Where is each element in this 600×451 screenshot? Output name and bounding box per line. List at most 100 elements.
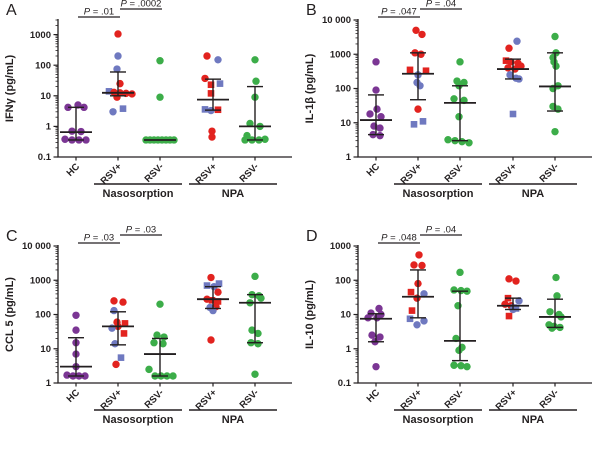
group-points	[145, 300, 177, 380]
p-value-label: P = .0002	[121, 0, 162, 10]
x-tick-label: RSV+	[194, 161, 220, 187]
y-axis-label: IL-10 (pg/mL)	[304, 280, 316, 349]
data-point-circle	[456, 268, 464, 277]
y-tick-label: 10 000	[22, 241, 51, 252]
y-tick-label: 0.1	[338, 378, 352, 389]
y-tick-label: 10	[340, 310, 351, 321]
group-points	[549, 32, 562, 136]
data-point-circle	[214, 288, 222, 296]
data-point-circle	[68, 127, 76, 135]
data-point-circle	[111, 340, 119, 348]
data-point-square	[119, 105, 127, 112]
data-point-circle	[251, 272, 259, 281]
panel-b-chart: 1 10 100 1000 10 000 IL-1β (pg/mL) HC RSV+ RSV- R…	[304, 0, 592, 200]
data-point-circle	[150, 339, 158, 347]
axes	[57, 245, 292, 384]
data-point-circle	[251, 370, 259, 378]
x-tick-label: RSV-	[143, 161, 166, 184]
data-point-circle	[248, 326, 256, 334]
panel-a-chart: 0.1 1 10 100 1000 IFNγ (pg/mL) HC RSV+ RSV- RSV+ R…	[4, 0, 292, 200]
data-point-circle	[457, 361, 465, 370]
x-tick-label: HC	[365, 161, 383, 179]
panel-a-letter: A	[6, 2, 17, 19]
panel-d-chart: 0.1 1 10 100 1000 IL-10 (pg/mL) HC RSV+ RSV- RSV+…	[304, 226, 592, 426]
x-axis: HC RSV+ RSV- RSV+ RSV-	[65, 383, 261, 413]
data-point-circle	[61, 135, 69, 143]
data-point-circle	[81, 372, 89, 380]
y-tick-label: 100	[335, 84, 351, 95]
data-point-circle	[420, 317, 428, 325]
data-point-circle	[372, 86, 380, 94]
x-axis: HC RSV+ RSV- RSV+ RSV-	[65, 157, 261, 187]
data-point-circle	[207, 273, 215, 282]
data-point-circle	[114, 30, 122, 38]
data-point-circle	[156, 57, 164, 65]
y-tick-label: 1	[46, 378, 52, 389]
data-point-circle	[450, 286, 458, 294]
median-iqr-bars	[360, 313, 392, 343]
data-point-circle	[254, 340, 262, 348]
section-label: Nasosorption	[403, 414, 474, 426]
panel-b: B 1 10 100 1000 10 000 IL-1β (pg/mL) HC RSV+ RSV…	[300, 0, 600, 225]
x-tick-label: RSV+	[399, 387, 425, 413]
data-point-circle	[252, 77, 260, 85]
data-point-square	[117, 354, 125, 361]
x-tick-label: RSV-	[538, 161, 561, 184]
group-points	[142, 57, 178, 144]
data-point-square	[509, 110, 517, 118]
x-tick-label: RSV-	[143, 387, 166, 410]
median-iqr-bars	[444, 85, 476, 142]
x-tick-label: RSV+	[99, 161, 125, 187]
data-point-circle	[169, 372, 177, 380]
data-point-circle	[505, 275, 513, 283]
panel-c: C 1 10 100 1000 10 000 CCL 5 (pg/mL) HC RSV+ RSV…	[0, 226, 300, 451]
section-label: NPA	[222, 188, 244, 200]
data-point-circle	[119, 298, 127, 306]
axes	[57, 19, 292, 158]
x-tick-label: RSV+	[494, 387, 520, 413]
median-iqr-bars	[497, 297, 529, 311]
data-point-square	[419, 118, 427, 125]
data-point-circle	[160, 333, 168, 341]
median-iqr-bars	[539, 52, 571, 112]
median-iqr-bars	[497, 58, 529, 80]
data-point-circle	[415, 251, 423, 259]
section-label: Nasosorption	[103, 188, 174, 200]
median-iqr-bars	[102, 71, 134, 97]
data-point-circle	[128, 90, 136, 98]
median-iqr-bars	[360, 94, 392, 136]
data-point-square	[505, 312, 513, 320]
group-points	[105, 30, 136, 116]
data-point-circle	[364, 314, 372, 322]
x-tick-label: RSV+	[494, 161, 520, 187]
data-point-circle	[145, 365, 153, 374]
data-point-square	[105, 88, 113, 95]
data-point-circle	[413, 294, 421, 302]
data-point-circle	[373, 105, 381, 113]
data-point-circle	[456, 58, 464, 66]
y-tick-label: 1	[346, 344, 352, 355]
panel-d-letter: D	[306, 228, 318, 245]
p-value-label: P = .04	[426, 0, 456, 10]
group-points	[501, 275, 523, 320]
data-point-circle	[455, 346, 463, 355]
y-axis-label: IL-1β (pg/mL)	[304, 53, 316, 123]
panel-d: D 0.1 1 10 100 1000 IL-10 (pg/mL) HC RSV+ RSV- RS…	[300, 226, 600, 451]
y-tick-label: 1000	[30, 30, 51, 41]
data-point-circle	[376, 124, 384, 132]
data-point-circle	[261, 135, 269, 143]
x-tick-label: RSV-	[538, 387, 561, 410]
y-tick-label: 1000	[30, 275, 51, 286]
data-point-square	[406, 315, 414, 323]
data-point-circle	[159, 340, 167, 348]
median-iqr-bars	[539, 298, 571, 329]
median-iqr-bars	[239, 293, 271, 344]
data-point-circle	[504, 64, 512, 72]
data-point-circle	[463, 362, 471, 371]
data-point-circle	[375, 304, 383, 313]
data-point-circle	[201, 74, 209, 83]
data-point-circle	[72, 311, 80, 319]
x-tick-label: HC	[365, 387, 383, 405]
data-point-circle	[455, 113, 463, 121]
